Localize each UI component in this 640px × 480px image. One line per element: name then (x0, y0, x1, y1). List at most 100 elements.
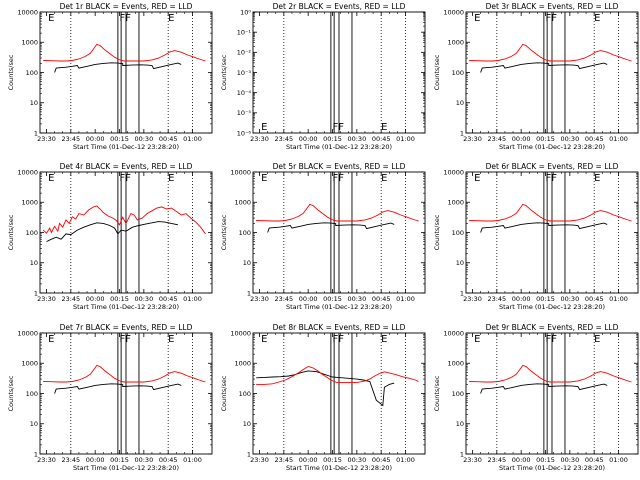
x-axis-label: Start Time (01-Dec-12 23:28:20) (286, 464, 392, 472)
flag-label: E (48, 334, 54, 345)
panel-title: Det 7r BLACK = Events, RED = LLD (60, 323, 193, 332)
x-tick-label: 00:00 (299, 295, 318, 303)
x-tick-label: 00:15 (323, 456, 342, 464)
detector-panel-3: Det 3r BLACK = Events, RED = LLD 1 10 100 10… (433, 2, 639, 151)
panel-title: Det 1r BLACK = Events, RED = LLD (60, 2, 193, 11)
detector-panel-7: Det 7r BLACK = Events, RED = LLD 1 10 100 10… (7, 323, 213, 472)
y-tick-label: 10000 (230, 329, 251, 337)
y-axis-label: Counts/sec (220, 54, 228, 90)
x-tick-label: 23:45 (487, 135, 506, 143)
y-tick-label: 1 (247, 289, 251, 297)
lld-series-line (43, 364, 206, 383)
detector-panel-8: Det 8r BLACK = Events, RED = LLD 1 10 100 10… (220, 323, 426, 472)
x-tick-label: 23:30 (37, 456, 56, 464)
y-axis-label: Counts/sec (433, 54, 441, 90)
panel-title: Det 8r BLACK = Events, RED = LLD (273, 323, 406, 332)
y-tick-label: 1000 (21, 39, 38, 47)
x-tick-label: 23:30 (463, 456, 482, 464)
x-tick-label: 01:00 (396, 295, 415, 303)
panel-title: Det 6r BLACK = Events, RED = LLD (486, 162, 619, 171)
x-tick-label: 01:00 (183, 135, 202, 143)
detector-panel-4: Det 4r BLACK = Events, RED = LLD 1 10 100 10… (7, 162, 213, 311)
flag-label: FF (546, 334, 558, 345)
x-tick-label: 00:00 (86, 135, 105, 143)
x-tick-label: 00:15 (110, 456, 129, 464)
panel-title: Det 9r BLACK = Events, RED = LLD (486, 323, 619, 332)
x-axis-label: Start Time (01-Dec-12 23:28:20) (286, 303, 392, 311)
y-axis-label: Counts/sec (433, 214, 441, 250)
lld-series-line (43, 43, 206, 62)
x-tick-label: 00:00 (299, 456, 318, 464)
x-tick-label: 00:15 (323, 135, 342, 143)
y-tick-label: 10000 (443, 329, 464, 337)
x-tick-label: 00:45 (159, 295, 178, 303)
x-tick-label: 23:45 (487, 456, 506, 464)
x-tick-label: 00:15 (323, 295, 342, 303)
flag-label: E (474, 13, 480, 24)
y-tick-label: 1000 (447, 39, 464, 47)
detector-panel-1: Det 1r BLACK = Events, RED = LLD 1 10 100 10… (7, 2, 213, 151)
x-tick-label: 00:30 (560, 456, 579, 464)
y-tick-label: 1000 (234, 360, 251, 368)
x-tick-label: 00:45 (159, 456, 178, 464)
x-tick-label: 23:30 (250, 135, 269, 143)
y-tick-label: 10 (30, 259, 38, 267)
x-tick-label: 01:00 (183, 295, 202, 303)
x-tick-label: 00:30 (347, 135, 366, 143)
y-tick-label: 1000 (234, 199, 251, 207)
x-tick-label: 01:00 (609, 456, 628, 464)
y-tick-label: 10⁻⁶ (237, 129, 252, 137)
y-tick-label: 10 (243, 420, 251, 428)
y-tick-label: 10 (456, 259, 464, 267)
y-tick-label: 10 (243, 259, 251, 267)
y-tick-label: 10000 (17, 329, 38, 337)
flag-label: FF (333, 122, 345, 133)
x-tick-label: 00:15 (536, 135, 555, 143)
x-tick-label: 23:30 (37, 135, 56, 143)
y-tick-label: 1000 (447, 360, 464, 368)
x-tick-label: 00:45 (585, 135, 604, 143)
x-tick-label: 01:00 (396, 135, 415, 143)
flag-label: E (381, 122, 387, 133)
x-tick-label: 00:45 (372, 456, 391, 464)
events-series-line (480, 222, 608, 233)
y-axis-label: Counts/sec (220, 375, 228, 411)
x-axis-label: Start Time (01-Dec-12 23:28:20) (499, 464, 605, 472)
y-axis-label: Counts/sec (7, 375, 15, 411)
x-tick-label: 00:30 (560, 295, 579, 303)
flag-label: E (474, 173, 480, 184)
y-tick-label: 10000 (230, 168, 251, 176)
x-tick-label: 00:15 (110, 135, 129, 143)
y-axis-label: Counts/sec (433, 375, 441, 411)
lld-series-line (469, 364, 632, 383)
y-tick-label: 10⁻² (237, 49, 252, 57)
x-tick-label: 01:00 (609, 135, 628, 143)
x-tick-label: 00:45 (585, 295, 604, 303)
flag-label: E (381, 173, 387, 184)
panel-title: Det 5r BLACK = Events, RED = LLD (273, 162, 406, 171)
x-tick-label: 23:45 (274, 295, 293, 303)
x-axis-label: Start Time (01-Dec-12 23:28:20) (499, 303, 605, 311)
x-tick-label: 00:30 (134, 295, 153, 303)
y-tick-label: 100 (239, 229, 251, 237)
y-tick-label: 100 (452, 229, 464, 237)
detector-panel-2: Det 2r BLACK = Events, RED = LLD 10⁰ 10⁻¹ 1… (220, 2, 426, 151)
x-axis-label: Start Time (01-Dec-12 23:28:20) (73, 303, 179, 311)
x-tick-label: 00:30 (134, 456, 153, 464)
y-tick-label: 100 (239, 390, 251, 398)
events-series-line (480, 383, 608, 394)
y-tick-label: 100 (26, 229, 38, 237)
flag-label: FF (546, 13, 558, 24)
x-tick-label: 00:30 (560, 135, 579, 143)
y-tick-label: 10000 (17, 168, 38, 176)
x-tick-label: 00:45 (372, 295, 391, 303)
flag-label: E (48, 173, 54, 184)
y-tick-label: 10⁰ (240, 8, 251, 16)
x-tick-label: 00:45 (585, 456, 604, 464)
x-axis-label: Start Time (01-Dec-12 23:28:20) (286, 143, 392, 151)
y-axis-label: Counts/sec (7, 214, 15, 250)
x-axis-label: Start Time (01-Dec-12 23:28:20) (73, 143, 179, 151)
x-tick-label: 01:00 (396, 456, 415, 464)
